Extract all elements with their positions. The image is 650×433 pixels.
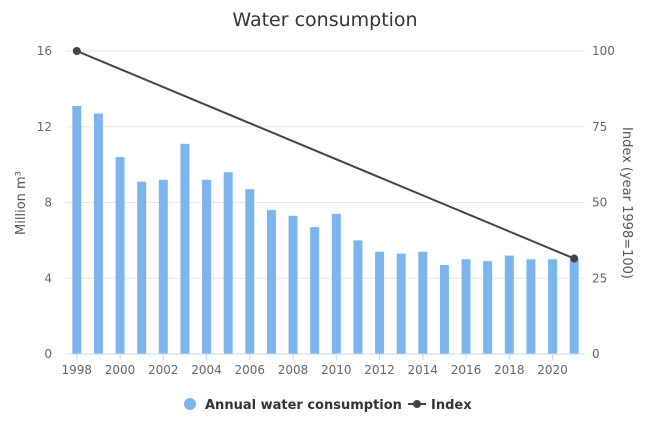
legend-line-dot: [413, 400, 421, 408]
legend: Annual water consumption Index: [184, 398, 472, 413]
index-point: [570, 254, 579, 263]
bar: [310, 227, 320, 354]
x-tick-label: 2000: [105, 363, 136, 377]
legend-item-index[interactable]: Index: [408, 398, 472, 413]
x-tick-label: 2018: [494, 363, 525, 377]
bar: [483, 261, 493, 354]
left-tick-label: 16: [37, 44, 52, 58]
legend-label-index: Index: [431, 398, 472, 413]
bar: [223, 172, 233, 354]
left-tick-label: 12: [37, 120, 52, 134]
left-tick-label: 4: [44, 271, 52, 285]
right-tick-label: 100: [592, 44, 615, 58]
index-series: [72, 47, 579, 263]
x-tick-label: 2004: [191, 363, 222, 377]
right-y-axis: 0 25 50 75 100: [592, 44, 615, 361]
bar: [93, 113, 103, 355]
right-tick-label: 0: [592, 347, 600, 361]
index-point: [72, 47, 81, 55]
x-axis: 1998 2000 2002 2004 2006 2008 2010 2012 2014 2016…: [62, 353, 585, 377]
right-tick-label: 25: [592, 271, 607, 285]
bar: [526, 259, 536, 354]
bar: [396, 253, 406, 354]
x-tick-label: 2020: [537, 363, 568, 377]
bar: [158, 179, 168, 354]
x-tick-label: 2016: [451, 363, 482, 377]
bar: [245, 189, 255, 354]
left-tick-label: 0: [44, 347, 52, 361]
right-axis-title: Index (year 1998=100): [619, 127, 634, 279]
right-tick-label: 50: [592, 196, 607, 210]
x-tick-label: 2008: [278, 363, 309, 377]
bar: [180, 143, 190, 354]
x-tick-label: 2014: [408, 363, 439, 377]
bar: [461, 259, 471, 354]
x-tick-label: 2006: [235, 363, 266, 377]
legend-bar-marker: [184, 398, 196, 410]
bar: [115, 157, 125, 354]
bar: [548, 259, 558, 354]
bar: [504, 255, 514, 354]
bar: [569, 259, 579, 354]
left-axis-title: Million m³: [14, 171, 29, 235]
left-y-axis: 0 4 8 12 16: [37, 44, 52, 361]
x-tick-label: 2002: [148, 363, 179, 377]
bar: [288, 215, 298, 354]
legend-item-annual-water-consumption[interactable]: Annual water consumption: [184, 398, 402, 413]
x-tick-label: 2012: [364, 363, 395, 377]
right-tick-label: 75: [592, 120, 607, 134]
bar: [353, 240, 363, 354]
bar: [72, 105, 82, 354]
bar: [418, 251, 428, 354]
x-tick-label: 2010: [321, 363, 352, 377]
x-tick-label: 1998: [62, 363, 93, 377]
bar: [266, 210, 276, 354]
bar: [331, 213, 341, 354]
bar: [137, 181, 147, 354]
bar: [439, 264, 449, 354]
left-tick-label: 8: [44, 196, 52, 210]
legend-label-annual: Annual water consumption: [205, 398, 402, 413]
index-line: [76, 50, 575, 260]
bar: [202, 179, 212, 354]
chart-title: Water consumption: [232, 9, 417, 31]
bar: [375, 251, 385, 354]
bar-series: [72, 105, 579, 355]
